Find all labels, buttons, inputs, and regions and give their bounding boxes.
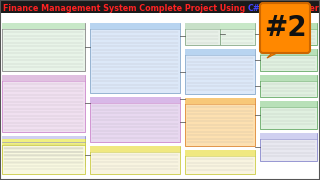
Bar [185, 98, 255, 104]
Bar [260, 49, 317, 55]
Text: #2: #2 [264, 14, 306, 42]
Bar [185, 150, 255, 174]
Bar [2, 136, 85, 166]
Bar [2, 23, 85, 29]
Bar [260, 133, 317, 161]
Bar [260, 101, 317, 129]
Polygon shape [267, 48, 287, 58]
Bar [2, 139, 85, 145]
Bar [0, 0, 320, 13]
Bar [260, 75, 317, 81]
Bar [260, 133, 317, 139]
Bar [2, 139, 85, 145]
Bar [90, 146, 180, 174]
Bar [260, 101, 317, 107]
Bar [2, 75, 85, 81]
Bar [90, 97, 180, 103]
Bar [185, 49, 255, 94]
Bar [185, 23, 220, 29]
Bar [185, 98, 255, 146]
Bar [2, 23, 85, 71]
Bar [90, 23, 180, 29]
Bar [2, 75, 85, 132]
Bar [185, 150, 255, 156]
Bar [90, 97, 180, 142]
Bar [220, 23, 255, 45]
Bar [260, 23, 317, 29]
Bar [2, 136, 85, 142]
Bar [185, 23, 220, 45]
Bar [260, 49, 317, 71]
Bar [220, 23, 255, 29]
Bar [90, 23, 180, 93]
Bar [185, 49, 255, 55]
Text: and: and [260, 4, 283, 13]
Text: C#: C# [248, 4, 260, 13]
Text: SQL Server: SQL Server [283, 4, 320, 13]
Bar [90, 146, 180, 152]
Bar [260, 23, 317, 45]
Bar [2, 139, 85, 174]
Bar [2, 139, 85, 159]
Text: Finance Management System Complete Project Using: Finance Management System Complete Proje… [3, 4, 248, 13]
FancyBboxPatch shape [260, 3, 310, 53]
Bar [260, 75, 317, 97]
